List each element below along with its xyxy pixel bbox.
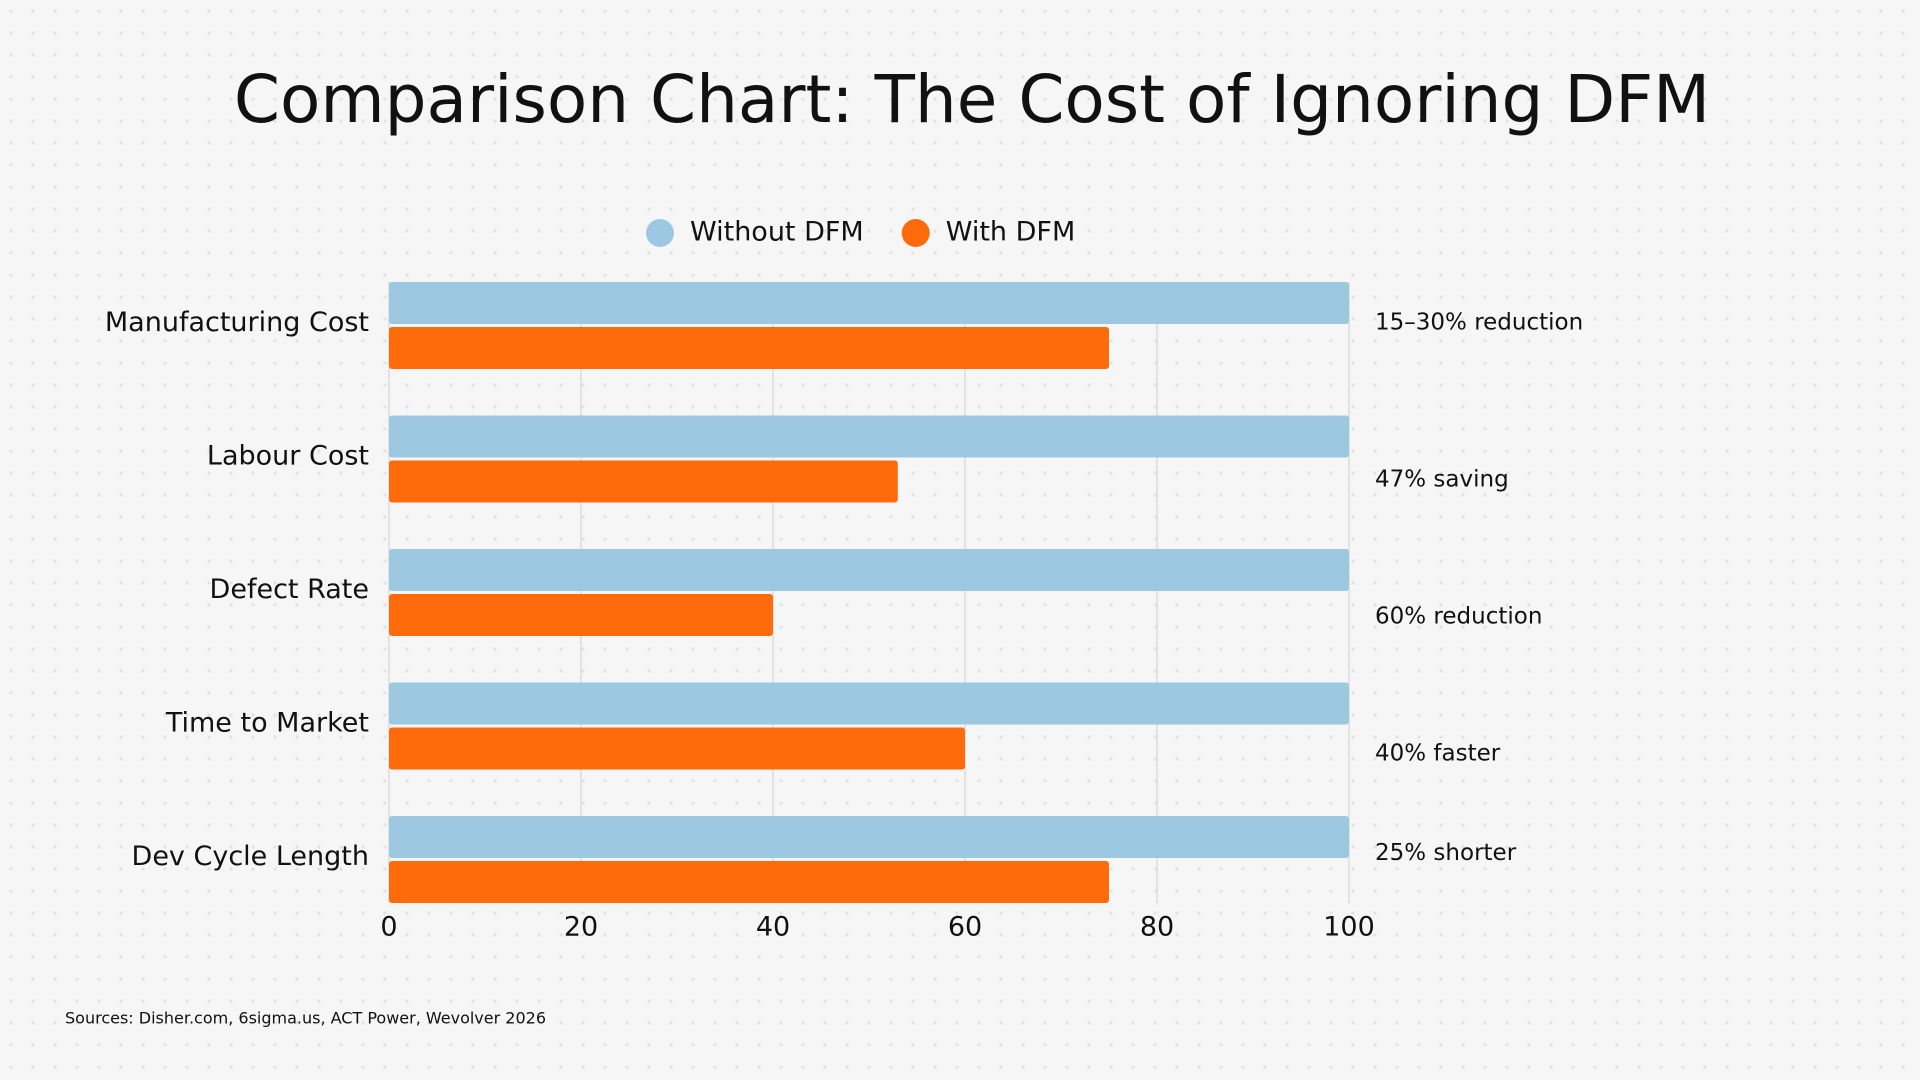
y-tick-label: Dev Cycle Length <box>132 841 369 872</box>
x-tick-label: 20 <box>564 912 598 943</box>
bar <box>389 682 1349 725</box>
chart-title: Comparison Chart: The Cost of Ignoring D… <box>234 61 1710 138</box>
annotation: 25% shorter <box>1375 840 1517 866</box>
x-tick-label: 40 <box>756 912 790 943</box>
x-tick-label: 0 <box>380 912 397 943</box>
source-note: Sources: Disher.com, 6sigma.us, ACT Powe… <box>65 1009 546 1028</box>
bar <box>389 727 965 770</box>
bar <box>389 594 773 636</box>
x-tick-label: 60 <box>948 912 982 943</box>
y-tick-label: Labour Cost <box>207 441 369 472</box>
bar <box>389 460 898 503</box>
y-tick-label: Time to Market <box>165 708 369 739</box>
annotation: 60% reduction <box>1375 603 1542 629</box>
bar <box>389 327 1109 369</box>
legend-label: With DFM <box>946 217 1076 248</box>
x-tick-label: 100 <box>1323 912 1375 943</box>
bar <box>389 549 1349 591</box>
legend-swatch <box>646 219 674 247</box>
bar <box>389 816 1349 858</box>
x-tick-label: 80 <box>1140 912 1174 943</box>
annotation: 47% saving <box>1375 466 1509 492</box>
annotation: 40% faster <box>1375 741 1501 767</box>
bar <box>389 415 1349 458</box>
y-tick-label: Manufacturing Cost <box>105 307 369 338</box>
annotation: 15–30% reduction <box>1375 310 1583 336</box>
legend-label: Without DFM <box>690 217 864 248</box>
bar <box>389 861 1109 903</box>
legend-swatch <box>901 219 930 247</box>
bar <box>389 282 1349 324</box>
y-tick-label: Defect Rate <box>210 574 369 605</box>
